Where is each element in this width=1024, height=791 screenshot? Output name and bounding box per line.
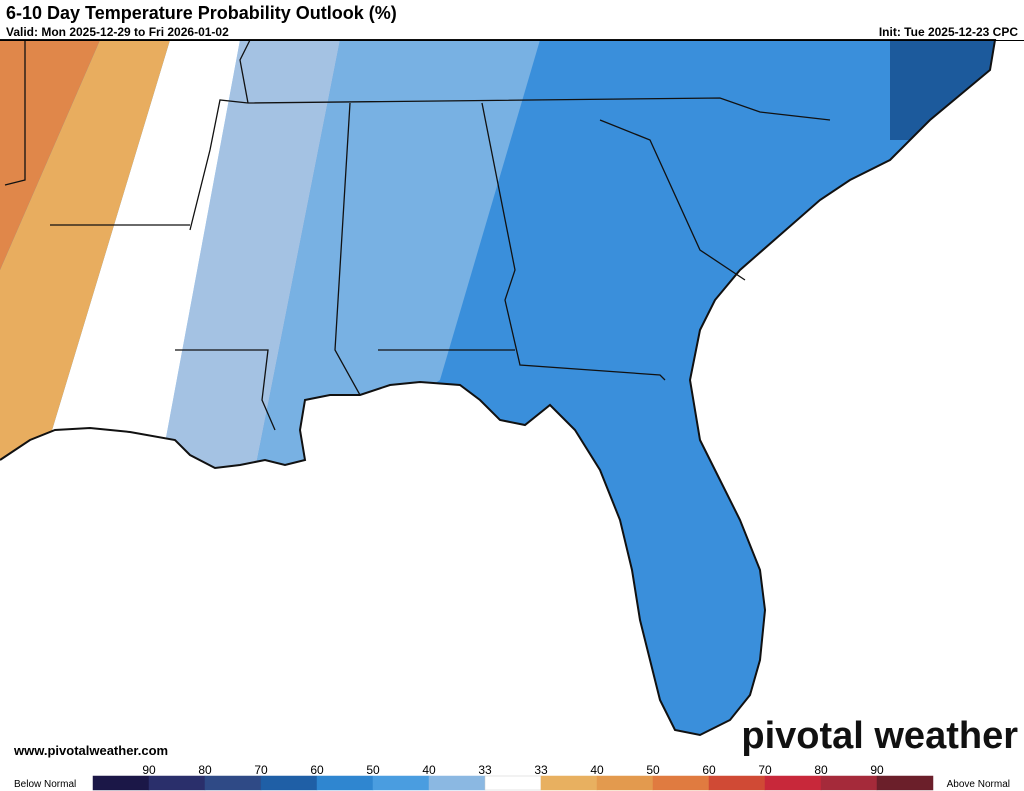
state-borders [4,39,831,431]
legend-tick-label: 70 [758,763,772,777]
legend-tick-label: 50 [366,763,380,777]
outlook-shading [0,40,995,735]
legend-swatch [764,775,822,791]
legend-tick-label: 90 [142,763,156,777]
legend-tick-label: 40 [590,763,604,777]
legend-tick-label: 60 [310,763,324,777]
legend-swatch [316,775,374,791]
legend-above-label: Above Normal [947,779,1010,790]
legend-tick-label: 33 [534,763,548,777]
legend-swatch [820,775,878,791]
init-time: Init: Tue 2025-12-23 CPC [879,25,1018,39]
legend-swatch [92,775,150,791]
legend-tick-label: 60 [702,763,716,777]
legend-tick-label: 50 [646,763,660,777]
website: www.pivotalweather.com [13,743,168,758]
legend-below-label: Below Normal [14,779,76,790]
legend-swatch [540,775,598,791]
legend-tick-label: 40 [422,763,436,777]
legend-swatch [428,775,486,791]
brand: pivotal weather [741,715,1018,757]
title: 6-10 Day Temperature Probability Outlook… [6,3,397,23]
legend-tick-label: 33 [478,763,492,777]
legend-swatch [204,775,262,791]
legend-swatch [148,775,206,791]
legend-swatch [708,775,766,791]
legend-swatch [372,775,430,791]
legend-swatch [260,775,318,791]
valid-time: Valid: Mon 2025-12-29 to Fri 2026-01-02 [6,25,229,39]
legend-swatch [484,775,542,791]
legend-tick-label: 90 [870,763,884,777]
legend-tick-label: 70 [254,763,268,777]
legend-tick-label: 80 [814,763,828,777]
legend-tick-label: 80 [198,763,212,777]
legend-swatch [876,775,934,791]
legend-swatch [652,775,710,791]
coastline [0,39,997,737]
legend-swatch [596,775,654,791]
